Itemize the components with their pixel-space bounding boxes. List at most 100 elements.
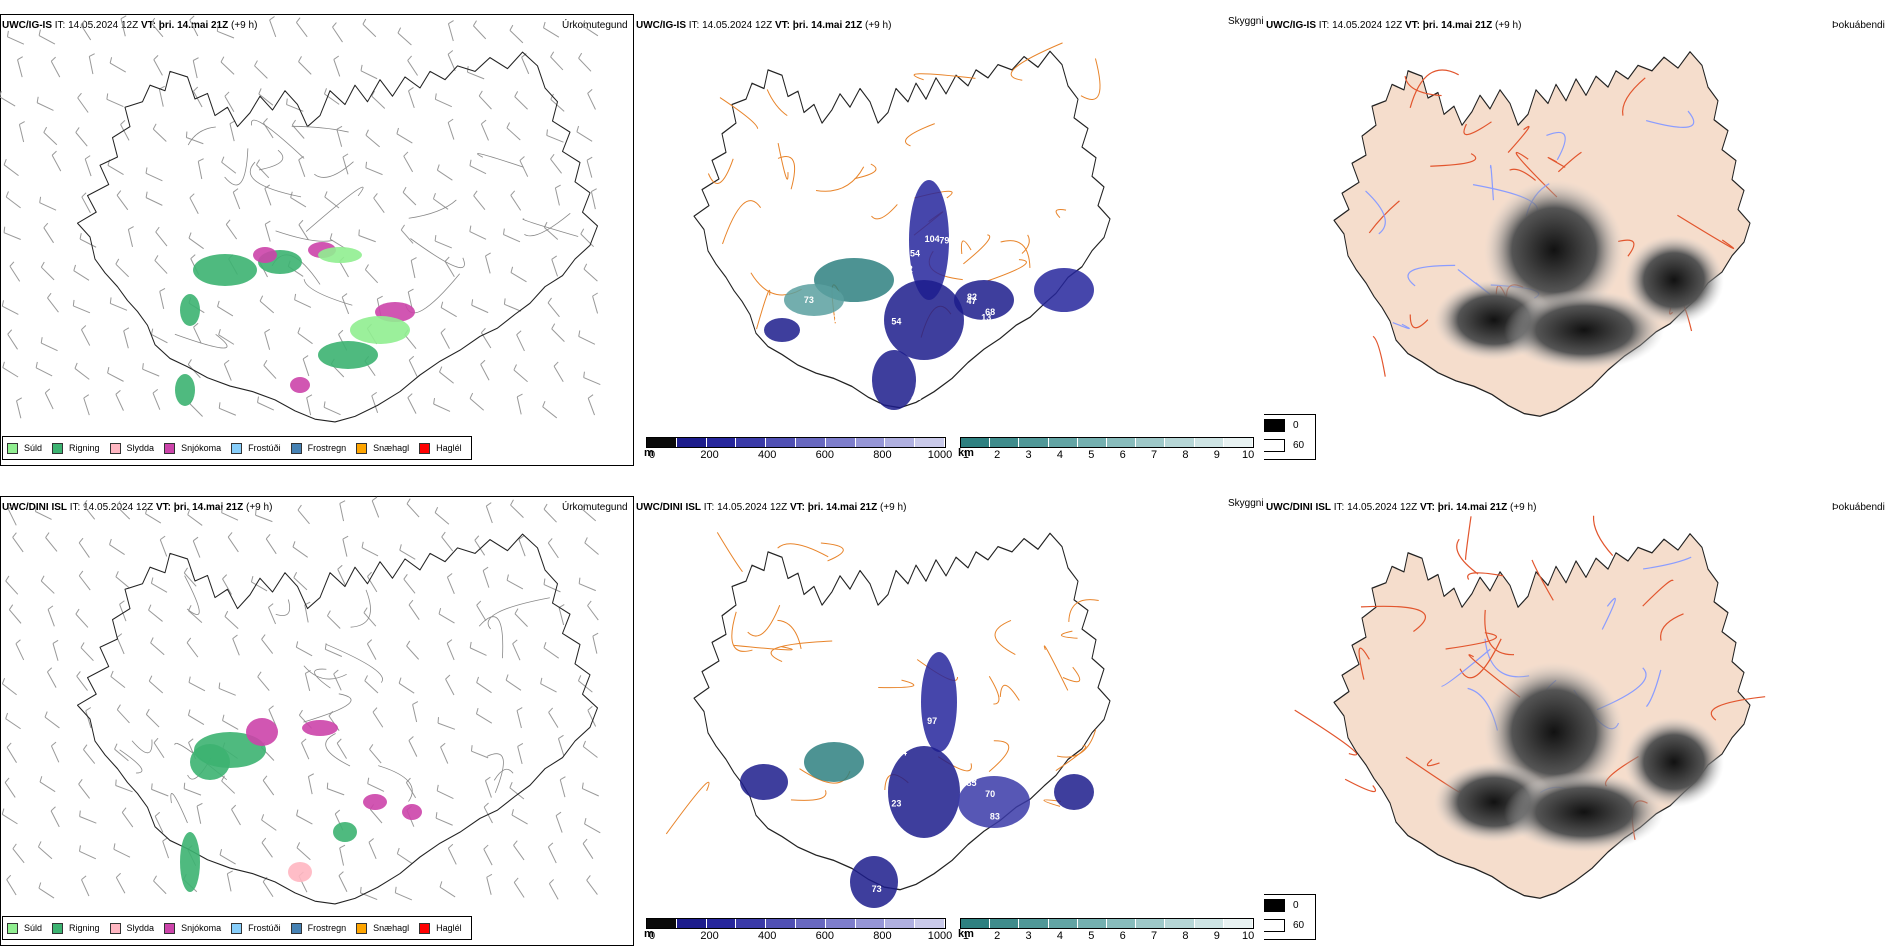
visibility-label: 64 (861, 317, 871, 327)
visibility-label: 70 (833, 314, 843, 324)
low-visibility-areas (740, 652, 1094, 908)
lead-time: (+9 h) (246, 502, 273, 513)
visibility-label: 13 (981, 313, 991, 323)
visibility-label: 73 (1017, 231, 1027, 241)
scale-tick-label: 8 (1182, 930, 1189, 942)
it-label: IT: (69, 502, 81, 513)
fog-panel: UWC/IG-IS IT: 14.05.2024 12Z VT: þri. 14… (1264, 0, 1900, 468)
visibility-label: 47 (911, 874, 921, 884)
scale-tick-label: 9 (1213, 930, 1220, 942)
precip-areas (175, 242, 415, 406)
fog-legend-swatch (1264, 438, 1285, 452)
visibility-label: 73 (872, 884, 882, 894)
precip-map (1, 496, 601, 905)
fog-map (1294, 515, 1766, 899)
param-label: Þokuábendi (1832, 20, 1885, 31)
scale-unit: m (644, 928, 654, 940)
scale-tick-label: 600 (815, 449, 834, 461)
legend-item: Haglél (419, 922, 462, 934)
legend-label: Haglél (436, 443, 462, 453)
fog-legend-label: 60 (1293, 919, 1305, 931)
legend-label: Snæhagl (373, 443, 410, 453)
scale-tick-label: 3 (1025, 930, 1032, 942)
legend-label: Rigning (69, 923, 100, 933)
fog-legend-label: 0 (1293, 899, 1299, 911)
visibility-label: 20 (848, 397, 858, 407)
visibility-label: 97 (927, 716, 937, 726)
vt-value: þri. 14.mai 21Z (792, 20, 863, 31)
scale-tick-label: 10 (1241, 449, 1255, 461)
scale-unit: km (958, 928, 974, 940)
legend-swatch (164, 442, 176, 454)
scale-tick-label: 3 (1025, 449, 1032, 461)
lead-time: (+9 h) (865, 20, 892, 31)
scale-labels: 0 200 400 600 800 1000 (646, 448, 952, 462)
vt-label: VT: (774, 20, 790, 31)
legend-swatch (7, 922, 18, 934)
vt-value: þri. 14.mai 21Z (807, 502, 878, 513)
scale-labels: 1 2 3 4 5 6 7 8 9 10 (960, 448, 1254, 462)
legend-item: Snjókoma (164, 442, 221, 454)
it-value: 14.05.2024 12Z (1332, 20, 1403, 31)
legend-swatch (356, 442, 368, 454)
legend-item: Slydda (109, 442, 155, 454)
model-name: UWC/IG-IS (1266, 20, 1316, 31)
legend-label: Frostregn (307, 923, 347, 933)
visibility-panel: UWC/DINI ISL IT: 14.05.2024 12Z VT: þri.… (634, 482, 1264, 950)
scale-color-cells (646, 918, 946, 929)
scale-labels: 1 2 3 4 5 6 7 8 9 10 (960, 929, 1254, 943)
vt-label: VT: (155, 502, 171, 513)
scale-color-cells (960, 918, 1254, 929)
visibility-label: 39 (1064, 250, 1074, 260)
legend-label: Haglél (436, 923, 462, 933)
fog-legend-swatch (1264, 418, 1285, 432)
visibility-label: 33 (802, 686, 812, 696)
fog-areas (1434, 180, 1724, 370)
elevation-scale: 0 200 400 600 800 1000 m (644, 437, 952, 462)
it-label: IT: (688, 20, 700, 31)
precip-type-panel: UWC/DINI ISL IT: 14.05.2024 12Z VT: þri.… (0, 482, 634, 950)
fog-legend-item: 60 (1264, 435, 1315, 455)
vt-label: VT: (789, 502, 805, 513)
legend-swatch (52, 922, 64, 934)
legend-item: Snjókoma (164, 922, 221, 934)
lead-time: (+9 h) (231, 20, 258, 31)
visibility-scale: 1 2 3 4 5 6 7 8 9 10 km (958, 437, 1254, 462)
visibility-scale: 1 2 3 4 5 6 7 8 9 10 km (958, 918, 1254, 943)
precip-type-panel: UWC/IG-IS IT: 14.05.2024 12Z VT: þri. 14… (0, 0, 634, 468)
scale-tick-label: 2 (994, 930, 1001, 942)
scale-tick-label: 200 (700, 449, 719, 461)
panel-header: UWC/IG-IS IT: 14.05.2024 12Z VT: þri. 14… (1266, 20, 1521, 31)
visibility-label: 57 (1097, 750, 1107, 760)
scale-unit: km (958, 447, 974, 459)
visibility-label: 36 (788, 266, 798, 276)
visibility-label: 79 (939, 235, 949, 245)
iceland-map (665, 532, 1111, 891)
panel-header: UWC/IG-IS IT: 14.05.2024 12Z VT: þri. 14… (2, 20, 257, 31)
legend-swatch (290, 442, 302, 454)
param-label: Úrkomutegund (562, 20, 628, 31)
visibility-label: 70 (985, 789, 995, 799)
visibility-label: 142 (987, 831, 1002, 841)
it-value: 14.05.2024 12Z (1347, 502, 1418, 513)
visibility-label: 142 (778, 724, 793, 734)
wind-barbs (0, 15, 601, 419)
panel-header: UWC/DINI ISL IT: 14.05.2024 12Z VT: þri.… (636, 502, 906, 513)
lead-time: (+9 h) (1510, 502, 1537, 513)
legend-swatch (52, 442, 64, 454)
legend-swatch (290, 922, 302, 934)
fog-areas (1434, 662, 1724, 852)
it-value: 14.05.2024 12Z (68, 20, 139, 31)
legend-swatch (231, 922, 243, 934)
fog-panel: UWC/DINI ISL IT: 14.05.2024 12Z VT: þri.… (1264, 482, 1900, 950)
visibility-label: 95 (867, 804, 877, 814)
vt-label: VT: (1404, 20, 1420, 31)
param-label: Skyggni (1228, 498, 1264, 509)
visibility-label: 104 (925, 234, 940, 244)
legend-item: Frostregn (290, 442, 346, 454)
legend-label: Slydda (126, 443, 155, 453)
scale-tick-label: 600 (815, 930, 834, 942)
legend-item: Snæhagl (356, 922, 409, 934)
model-name: UWC/IG-IS (636, 20, 686, 31)
precip-map (0, 15, 601, 423)
